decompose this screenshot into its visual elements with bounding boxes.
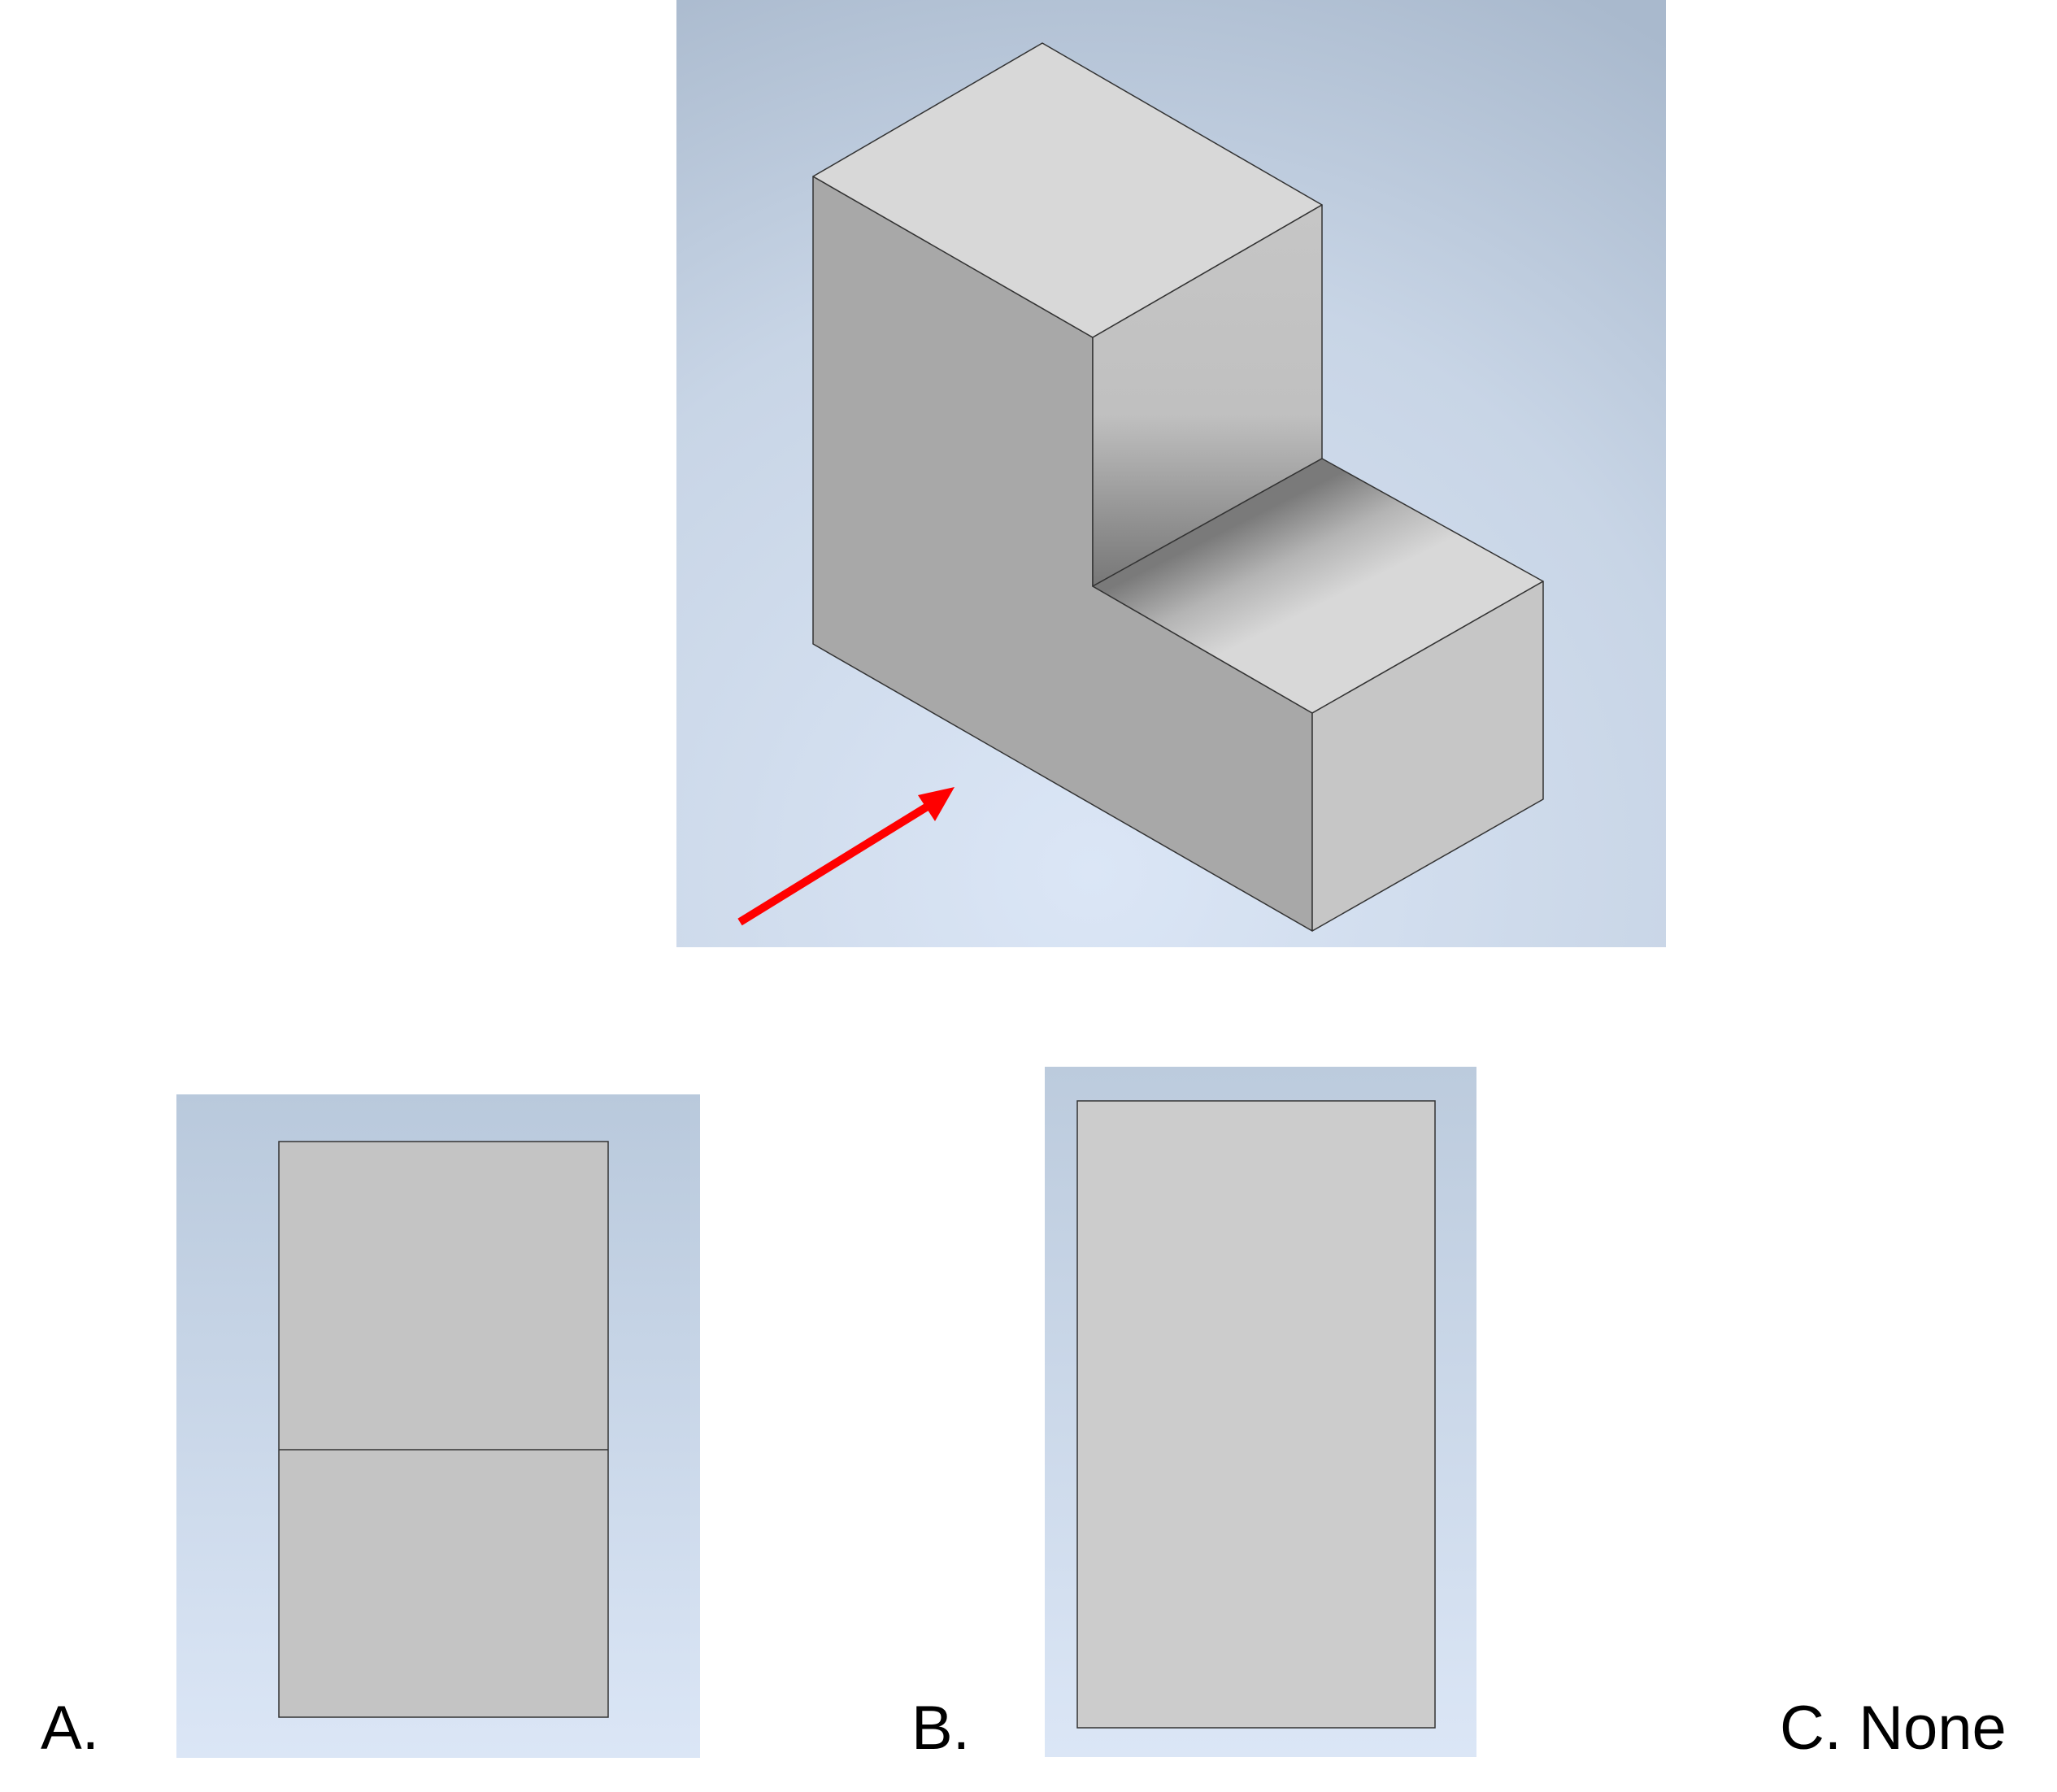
isometric-model-view (676, 0, 1666, 947)
isometric-model-svg (676, 0, 1666, 947)
option-b-svg (1045, 1067, 1476, 1757)
option-a-outline (278, 1141, 609, 1718)
option-a-label[interactable]: A. (41, 1694, 99, 1763)
option-a-view[interactable] (176, 1094, 700, 1758)
option-c-label[interactable]: C. None (1780, 1694, 2007, 1763)
option-a-svg (176, 1094, 700, 1758)
option-b-view[interactable] (1045, 1067, 1476, 1757)
l-shaped-block (812, 42, 1544, 932)
red-arrow-icon (737, 787, 955, 926)
lower-side-face (1311, 581, 1544, 932)
option-b-label[interactable]: B. (911, 1694, 970, 1763)
option-b-outline (1076, 1100, 1436, 1729)
